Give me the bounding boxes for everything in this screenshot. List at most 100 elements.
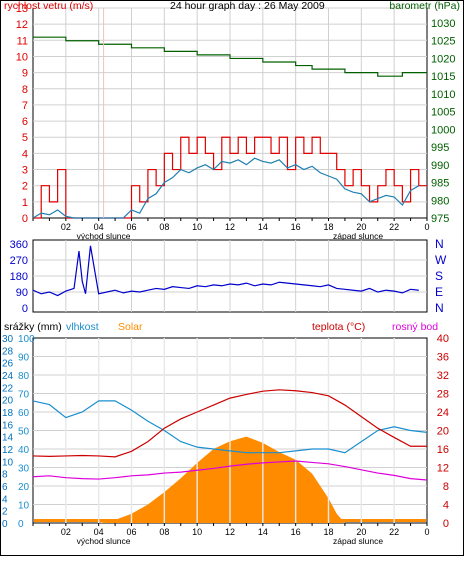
humidity-tick-label: 100 bbox=[18, 334, 35, 345]
x-tick-label: 16 bbox=[291, 527, 301, 537]
sunrise-label: východ slunce bbox=[77, 536, 131, 546]
x-tick-label: 08 bbox=[159, 527, 169, 537]
temp-tick-label: 0 bbox=[443, 518, 449, 530]
precip-tick-label: 12 bbox=[2, 445, 14, 456]
left-axis-label: rychlost vetru (m/s) bbox=[4, 0, 93, 12]
left-tick-label: 0 bbox=[22, 213, 28, 225]
right-tick-label: 1025 bbox=[431, 36, 455, 48]
right-tick-label: 980 bbox=[431, 195, 449, 207]
temp-tick-label: 24 bbox=[437, 407, 449, 419]
x-tick-label: 20 bbox=[356, 222, 366, 232]
temp-tick-label: 40 bbox=[437, 333, 449, 345]
left-tick-label: 1 bbox=[22, 197, 28, 209]
precip-tick-label: 20 bbox=[2, 396, 14, 407]
x-tick-label: 10 bbox=[192, 222, 202, 232]
humidity-tick-label: 70 bbox=[18, 390, 30, 401]
left-tick-label: 360 bbox=[10, 239, 28, 251]
dewpoint-axis-label: rosný bod bbox=[392, 321, 438, 333]
x-tick-label: 22 bbox=[389, 222, 399, 232]
x-tick-label: 06 bbox=[126, 222, 136, 232]
x-tick-label: 14 bbox=[258, 527, 268, 537]
humidity-line bbox=[32, 400, 428, 454]
precip-tick-label: 4 bbox=[2, 494, 8, 505]
humidity-tick-label: 0 bbox=[18, 519, 24, 530]
precip-tick-label: 22 bbox=[2, 383, 14, 394]
right-axis-label: barometr (hPa) bbox=[389, 0, 460, 12]
x-tick-label: 0 bbox=[424, 222, 429, 232]
temp-tick-label: 36 bbox=[437, 352, 449, 364]
x-tick-label: 12 bbox=[225, 527, 235, 537]
right-tick-label: E bbox=[435, 285, 443, 299]
left-tick-label: 11 bbox=[17, 35, 28, 47]
humidity-tick-label: 10 bbox=[18, 501, 30, 512]
x-tick-label: 12 bbox=[225, 222, 235, 232]
left-tick-label: 12 bbox=[16, 19, 28, 31]
precip-tick-label: 14 bbox=[2, 433, 14, 444]
temp-tick-label: 4 bbox=[443, 500, 449, 512]
precip-axis-label: srážky (mm) bbox=[4, 321, 62, 333]
right-tick-label: 1005 bbox=[431, 107, 455, 119]
x-tick-label: 14 bbox=[258, 222, 268, 232]
right-tick-label: 1020 bbox=[431, 53, 455, 65]
humidity-tick-label: 90 bbox=[18, 353, 30, 364]
x-tick-label: 04 bbox=[94, 527, 104, 537]
x-tick-label: 20 bbox=[356, 527, 366, 537]
humidity-tick-label: 80 bbox=[18, 371, 30, 382]
right-tick-label: 975 bbox=[431, 213, 449, 225]
sunset-label: západ slunce bbox=[333, 536, 383, 546]
precip-tick-label: 0 bbox=[2, 519, 8, 530]
right-tick-label: N bbox=[435, 237, 444, 251]
left-tick-label: 8 bbox=[22, 84, 28, 96]
x-tick-label: 10 bbox=[192, 527, 202, 537]
left-tick-label: 3 bbox=[22, 165, 28, 177]
temperature-line bbox=[32, 389, 427, 458]
temp-tick-label: 20 bbox=[437, 426, 449, 438]
humidity-tick-label: 60 bbox=[18, 408, 30, 419]
precip-tick-label: 26 bbox=[2, 359, 14, 370]
x-tick-label: 22 bbox=[389, 527, 399, 537]
right-tick-label: W bbox=[435, 253, 447, 267]
humidity-tick-label: 20 bbox=[18, 482, 30, 493]
humidity-tick-label: 50 bbox=[18, 427, 30, 438]
left-tick-label: 270 bbox=[10, 255, 28, 267]
x-tick-label: 18 bbox=[323, 527, 333, 537]
x-tick-label: 02 bbox=[61, 527, 71, 537]
temp-tick-label: 8 bbox=[443, 481, 449, 493]
humidity-tick-label: 30 bbox=[18, 464, 30, 475]
left-tick-label: 10 bbox=[16, 51, 28, 63]
x-tick-label: 18 bbox=[323, 222, 333, 232]
left-tick-label: 5 bbox=[22, 132, 28, 144]
precip-tick-label: 6 bbox=[2, 482, 8, 493]
x-tick-label: 02 bbox=[61, 222, 71, 232]
left-tick-label: 7 bbox=[22, 100, 28, 112]
left-tick-label: 4 bbox=[22, 148, 28, 160]
right-tick-label: 1015 bbox=[431, 71, 455, 83]
sunrise-label: východ slunce bbox=[77, 231, 131, 241]
precip-tick-label: 24 bbox=[2, 371, 14, 382]
dewpoint-line bbox=[32, 460, 428, 481]
precip-tick-label: 16 bbox=[2, 420, 14, 431]
left-tick-label: 6 bbox=[22, 116, 28, 128]
right-tick-label: 1000 bbox=[431, 124, 455, 136]
temp-tick-label: 16 bbox=[437, 444, 449, 456]
right-tick-label: 990 bbox=[431, 160, 449, 172]
right-tick-label: 995 bbox=[431, 142, 449, 154]
left-tick-label: 2 bbox=[22, 181, 28, 193]
left-tick-label: 13 bbox=[16, 3, 28, 15]
right-tick-label: 1030 bbox=[431, 18, 455, 30]
humidity-tick-label: 40 bbox=[18, 445, 30, 456]
x-tick-label: 08 bbox=[159, 222, 169, 232]
sunset-label: západ slunce bbox=[333, 231, 383, 241]
right-tick-label: S bbox=[435, 269, 443, 283]
precip-tick-label: 10 bbox=[2, 457, 14, 468]
temp-tick-label: 12 bbox=[437, 463, 449, 475]
wind-direction-line bbox=[32, 245, 419, 297]
precip-tick-label: 2 bbox=[2, 507, 8, 518]
right-tick-label: 1010 bbox=[431, 89, 455, 101]
temp-axis-label: teplota (°C) bbox=[312, 321, 365, 333]
chart-title: 24 hour graph day : 26 May 2009 bbox=[170, 0, 325, 12]
left-tick-label: 0 bbox=[22, 303, 28, 315]
left-tick-label: 90 bbox=[16, 287, 28, 299]
precip-tick-label: 18 bbox=[2, 408, 14, 419]
